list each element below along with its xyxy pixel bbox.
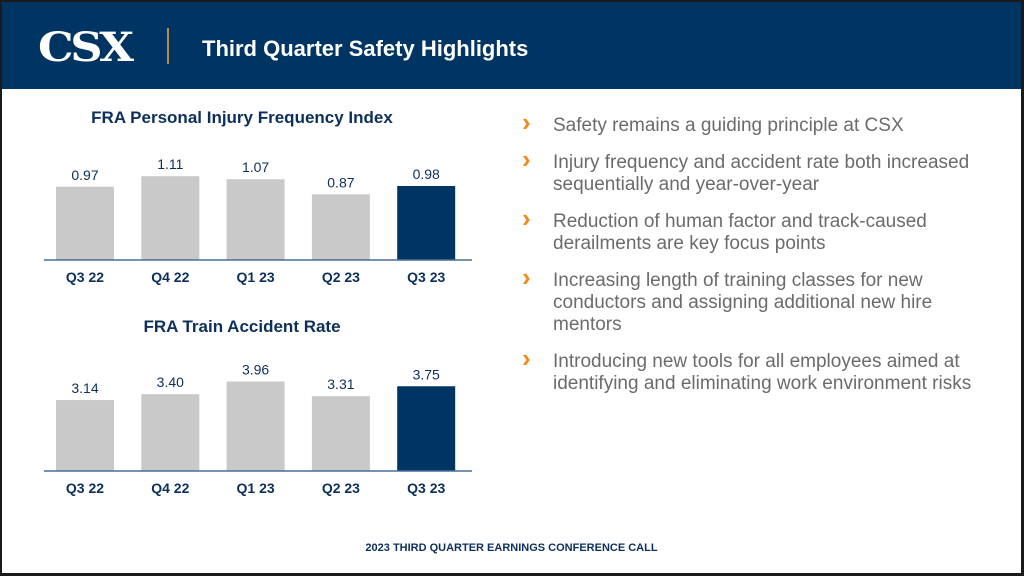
chevron-right-icon: › (522, 203, 531, 233)
page-title: Third Quarter Safety Highlights (202, 36, 529, 61)
data-label: 0.87 (327, 174, 354, 190)
train-accident-chart: 3.14 Q3 22 3.40 Q4 22 3.96 Q1 23 3.31 Q2 23 3.75… (44, 362, 472, 496)
bar-q2-23 (311, 396, 370, 471)
bar-q3-22 (56, 186, 114, 260)
x-tick-label: Q4 22 (151, 480, 189, 496)
header-divider (167, 28, 169, 64)
header-bar: CSX Third Quarter Safety Highlights (2, 2, 1021, 89)
chart-title-injury: FRA Personal Injury Frequency Index (91, 108, 393, 127)
data-label: 3.96 (242, 362, 269, 378)
data-label: 0.98 (413, 166, 440, 182)
chevron-right-icon: › (522, 107, 531, 137)
data-label: 3.40 (157, 374, 184, 390)
x-tick-label: Q1 23 (237, 269, 275, 285)
x-tick-label: Q2 23 (322, 480, 360, 496)
bullet-item: › Safety remains a guiding principle at C… (517, 109, 997, 137)
bar-q2-23 (311, 194, 370, 260)
bullet-item: › Reduction of human factor and track-cau… (517, 205, 997, 255)
bar-q1-23 (226, 179, 285, 260)
x-tick-label: Q3 23 (407, 269, 445, 285)
bullet-text: Reduction of human factor and track-caus… (553, 211, 927, 254)
bullet-item: › Injury frequency and accident rate both… (517, 146, 997, 196)
x-tick-label: Q3 23 (407, 480, 445, 496)
bar-q3-23 (397, 186, 456, 260)
bar-q4-22 (141, 176, 200, 260)
data-label: 3.14 (71, 380, 98, 396)
chevron-right-icon: › (522, 144, 531, 174)
bullet-text: Increasing length of training classes fo… (553, 270, 933, 335)
bar-q3-22 (56, 400, 114, 471)
footer-text: 2023 THIRD QUARTER EARNINGS CONFERENCE C… (365, 542, 658, 554)
chevron-right-icon: › (522, 262, 531, 292)
data-label: 1.07 (242, 159, 269, 175)
data-label: 0.97 (71, 167, 98, 183)
x-tick-label: Q3 22 (66, 269, 104, 285)
x-tick-label: Q2 23 (322, 269, 360, 285)
bullet-item: › Introducing new tools for all employees… (517, 345, 997, 395)
bullet-list: › Safety remains a guiding principle at C… (517, 109, 997, 410)
data-label: 3.75 (413, 366, 440, 382)
csx-logo: CSX (38, 24, 134, 71)
chevron-right-icon: › (522, 343, 531, 373)
bullet-text: Safety remains a guiding principle at CS… (553, 115, 904, 136)
injury-frequency-chart: 0.97 Q3 22 1.11 Q4 22 1.07 Q1 23 0.87 Q2 23 0.98… (44, 156, 472, 285)
bar-q3-23 (397, 386, 456, 471)
x-tick-label: Q4 22 (151, 269, 189, 285)
bar-q4-22 (141, 394, 200, 471)
bullet-item: › Increasing length of training classes f… (517, 264, 997, 336)
data-label: 1.11 (157, 156, 183, 172)
bar-q1-23 (226, 381, 285, 471)
data-label: 3.31 (327, 376, 354, 392)
bullet-text: Injury frequency and accident rate both … (553, 152, 970, 195)
bullet-text: Introducing new tools for all employees … (553, 351, 972, 394)
chart-title-accident: FRA Train Accident Rate (143, 317, 341, 336)
x-tick-label: Q1 23 (237, 480, 275, 496)
x-tick-label: Q3 22 (66, 480, 104, 496)
